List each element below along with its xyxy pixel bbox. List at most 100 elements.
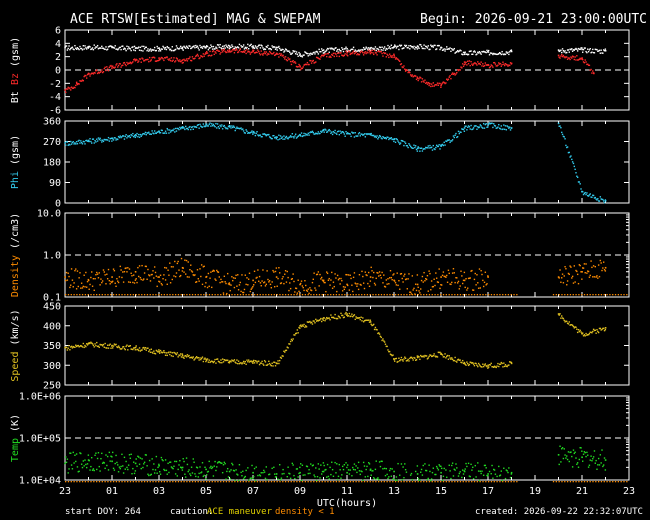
data-point — [483, 64, 486, 67]
data-point — [379, 274, 382, 276]
data-point — [394, 44, 396, 46]
data-point — [127, 267, 129, 269]
data-point — [588, 49, 591, 51]
data-point — [185, 45, 188, 47]
data-point — [581, 271, 583, 273]
data-point — [280, 53, 283, 55]
y-axis-label-part: (gsm) — [10, 135, 21, 171]
data-point — [197, 47, 200, 49]
data-point — [384, 52, 387, 54]
density-flag-mark — [400, 481, 402, 483]
data-point — [439, 287, 441, 290]
data-point — [156, 131, 158, 134]
data-point — [120, 348, 122, 350]
data-point — [497, 53, 499, 55]
data-point — [388, 469, 391, 472]
data-point — [378, 478, 380, 481]
data-point — [326, 131, 329, 133]
density-flag-mark — [403, 481, 405, 483]
data-point — [396, 272, 398, 274]
data-point — [409, 45, 412, 47]
data-point — [445, 82, 447, 84]
density-flag-mark — [561, 481, 563, 483]
data-point — [334, 129, 336, 132]
data-point — [500, 65, 502, 67]
data-point — [435, 272, 437, 274]
data-point — [148, 350, 150, 353]
data-point — [347, 315, 349, 317]
data-point — [339, 130, 341, 132]
data-point — [472, 289, 475, 291]
data-point — [187, 261, 189, 263]
density-flag-mark — [431, 294, 433, 296]
data-point — [586, 51, 588, 54]
data-point — [398, 357, 400, 359]
data-point — [212, 123, 215, 126]
data-point — [175, 460, 178, 463]
data-point — [398, 48, 400, 51]
density-flag-mark — [115, 481, 118, 483]
data-point — [328, 277, 330, 280]
data-point — [434, 473, 436, 476]
data-point — [328, 56, 330, 58]
data-point — [473, 125, 476, 127]
data-point — [296, 53, 299, 55]
data-point — [499, 128, 502, 130]
data-point — [584, 451, 586, 454]
density-flag-mark — [451, 481, 453, 483]
data-point — [202, 360, 205, 363]
data-point — [282, 138, 284, 140]
data-point — [75, 141, 78, 143]
data-point — [179, 274, 182, 277]
data-point — [408, 360, 410, 362]
data-point — [158, 463, 160, 466]
data-point — [409, 48, 411, 50]
data-point — [366, 465, 368, 468]
data-point — [92, 73, 95, 75]
data-point — [373, 134, 375, 137]
data-point — [320, 130, 322, 133]
data-point — [471, 469, 473, 471]
data-point — [306, 61, 309, 64]
data-point — [458, 472, 461, 475]
data-point — [321, 49, 324, 52]
data-point — [235, 48, 237, 50]
data-point — [99, 470, 101, 472]
y-tick-label: 4 — [55, 39, 61, 50]
data-point — [155, 132, 158, 135]
data-point — [324, 51, 326, 53]
data-point — [347, 274, 350, 276]
data-point — [332, 316, 335, 319]
data-point — [83, 48, 85, 50]
data-point — [378, 46, 381, 48]
data-point — [317, 131, 320, 133]
density-flag-mark — [448, 294, 450, 296]
data-point — [502, 366, 504, 368]
data-point — [455, 73, 457, 75]
data-point — [249, 53, 252, 55]
data-point — [72, 48, 74, 50]
data-point — [573, 265, 576, 267]
data-point — [435, 48, 438, 50]
data-point — [245, 469, 247, 472]
data-point — [369, 47, 372, 49]
data-point — [300, 280, 303, 282]
data-point — [193, 58, 195, 60]
data-point — [246, 359, 248, 361]
data-point — [65, 279, 67, 282]
data-point — [271, 53, 273, 55]
data-point — [418, 290, 420, 292]
data-point — [584, 272, 586, 274]
data-point — [356, 50, 358, 52]
data-point — [268, 280, 271, 282]
density-flag-mark — [428, 481, 431, 483]
data-point — [154, 132, 157, 134]
density-flag-mark — [268, 294, 270, 296]
data-point — [175, 353, 178, 356]
data-point — [410, 293, 413, 295]
data-point — [602, 465, 604, 468]
data-point — [484, 51, 487, 53]
data-point — [369, 319, 372, 321]
data-point — [193, 125, 195, 128]
data-point — [236, 126, 238, 128]
